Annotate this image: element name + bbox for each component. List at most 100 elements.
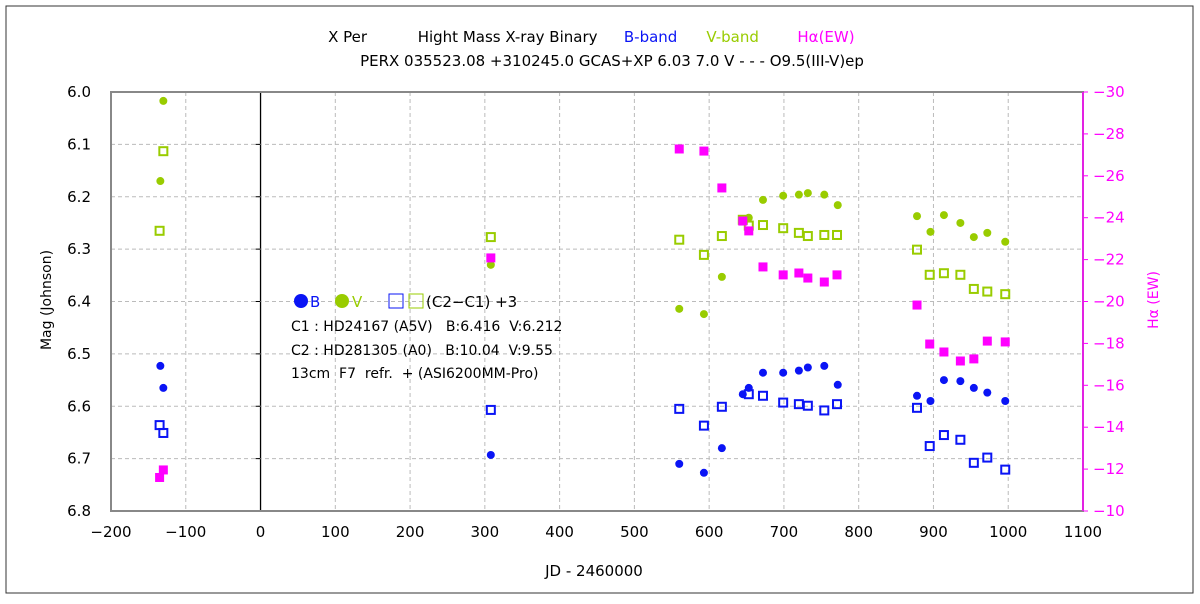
legend-comp-label: (C2−C1) +3: [426, 293, 517, 311]
ha-ew-point: [803, 273, 813, 283]
b-band-point: [969, 383, 978, 392]
x-tick-label: 200: [396, 523, 425, 541]
title-type: Hight Mass X-ray Binary: [418, 28, 598, 46]
legend-b-label: B: [310, 293, 320, 311]
b-band-point: [794, 366, 803, 375]
ha-ew-point: [699, 146, 709, 156]
v-comparison-point: [158, 146, 169, 157]
y2-axis-label: Hα (EW): [1146, 271, 1162, 329]
y-tick-label: 6.6: [67, 397, 91, 415]
b-comparison-point: [158, 427, 169, 438]
b-band-point: [1001, 397, 1010, 406]
b-band-point: [913, 391, 922, 400]
v-band-point: [926, 227, 935, 236]
v-comparison-point: [793, 227, 804, 238]
b-comparison-point: [793, 399, 804, 410]
v-comparison-point: [968, 283, 979, 294]
v-band-point: [779, 191, 788, 200]
v-band-point: [803, 189, 812, 198]
x-tick-label: 900: [919, 523, 948, 541]
y2-tick-label: −28: [1093, 125, 1125, 143]
ha-ew-point: [158, 465, 168, 475]
y-tick-label: 6.5: [67, 345, 91, 363]
ha-ew-point: [155, 472, 165, 482]
b-comparison-point: [1000, 464, 1011, 475]
ha-ew-point: [955, 356, 965, 366]
b-comparison-point: [698, 420, 709, 431]
b-comparison-point: [743, 389, 754, 400]
title-object: X Per: [328, 28, 368, 46]
b-comparison-point: [968, 457, 979, 468]
v-comparison-point: [982, 286, 993, 297]
legend-setup: 13cm F7 refr. + (ASI6200MM-Pro): [291, 366, 538, 382]
x-tick-label: 800: [844, 523, 873, 541]
b-comparison-point: [154, 420, 165, 431]
x-tick-label: −100: [165, 523, 206, 541]
legend-c1: C1 : HD24167 (A5V) B:6.416 V:6.212: [291, 319, 562, 335]
v-comparison-point: [485, 232, 496, 243]
ha-ew-point: [758, 262, 768, 272]
ha-ew-point: [832, 270, 842, 280]
ha-ew-point: [969, 354, 979, 364]
chart-subtitle: PERX 035523.08 +310245.0 GCAS+XP 6.03 7.…: [360, 52, 864, 70]
b-band-point: [983, 388, 992, 397]
b-band-point: [675, 459, 684, 468]
title-v-band: V-band: [706, 28, 759, 46]
ha-ew-point: [819, 277, 829, 287]
ha-ew-point: [486, 253, 496, 263]
v-band-point: [969, 233, 978, 242]
x-tick-label: 1100: [1064, 523, 1102, 541]
b-comparison-point: [924, 441, 935, 452]
title-ha: Hα(EW): [797, 28, 854, 46]
v-comparison-point: [832, 229, 843, 240]
v-comparison-point: [955, 269, 966, 280]
b-comparison-point: [674, 403, 685, 414]
v-comparison-point: [819, 229, 830, 240]
v-band-point: [486, 260, 495, 269]
ha-ew-point: [674, 144, 684, 154]
v-comparison-point: [1000, 289, 1011, 300]
v-comparison-point: [778, 223, 789, 234]
v-band-point: [983, 228, 992, 237]
x-tick-label: 500: [620, 523, 649, 541]
v-band-point: [820, 190, 829, 199]
b-comparison-point: [819, 405, 830, 416]
v-band-point: [956, 218, 965, 227]
y-tick-label: 6.2: [67, 188, 91, 206]
ha-ew-point: [794, 268, 804, 278]
b-band-point: [803, 363, 812, 372]
ha-ew-point: [912, 300, 922, 310]
b-comparison-point: [778, 397, 789, 408]
b-comparison-point: [832, 399, 843, 410]
v-band-point: [159, 96, 168, 105]
y2-tick-label: −14: [1093, 418, 1125, 436]
ha-ew-point: [939, 347, 949, 357]
v-comparison-point: [757, 220, 768, 231]
v-comparison-point: [912, 244, 923, 255]
y2-tick-label: −10: [1093, 502, 1125, 520]
b-comparison-point: [802, 400, 813, 411]
legend-v-marker: [335, 294, 349, 308]
b-band-point: [779, 368, 788, 377]
b-comparison-point: [955, 434, 966, 445]
b-band-point: [833, 380, 842, 389]
v-band-point: [794, 190, 803, 199]
ha-ew-point: [744, 226, 754, 236]
v-band-point: [833, 201, 842, 210]
x-tick-label: 1000: [989, 523, 1027, 541]
y2-tick-label: −16: [1093, 376, 1125, 394]
ha-ew-point: [1000, 337, 1010, 347]
b-band-point: [699, 468, 708, 477]
legend-v-label: V: [352, 293, 363, 311]
legend-bcomp-marker: [388, 293, 404, 309]
y2-tick-label: −12: [1093, 460, 1125, 478]
v-band-point: [717, 272, 726, 281]
outer-border: [5, 5, 1194, 594]
v-comparison-point: [938, 268, 949, 279]
legend-b-marker: [294, 294, 308, 308]
v-band-point: [758, 195, 767, 204]
x-tick-label: −200: [90, 523, 131, 541]
ha-ew-point: [778, 270, 788, 280]
